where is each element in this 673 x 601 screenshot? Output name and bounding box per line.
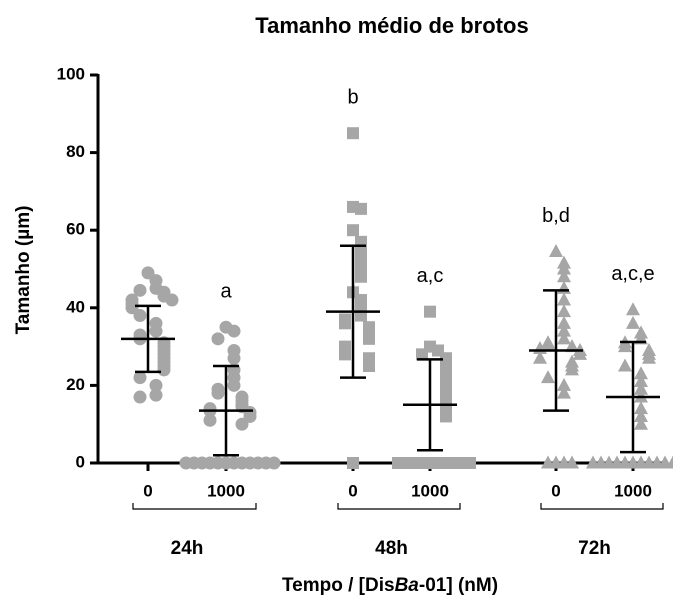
- annotation: b,d: [542, 205, 570, 227]
- data-point: [203, 413, 217, 427]
- group-bracket: [540, 503, 664, 510]
- data-point: [586, 455, 600, 469]
- data-point: [634, 416, 648, 430]
- data-point: [618, 339, 632, 353]
- data-point: [440, 410, 452, 423]
- x-label-part: Ba: [395, 575, 420, 596]
- data-point: [149, 324, 163, 338]
- data-point: [626, 315, 640, 329]
- annotation: a: [220, 281, 232, 303]
- group-label: 72h: [578, 538, 611, 559]
- data-point: [211, 332, 225, 346]
- data-point: [347, 224, 359, 237]
- x-axis-label: Tempo / [DisBa-01] (nM): [282, 575, 498, 596]
- data-point: [165, 293, 179, 307]
- data-point: [634, 381, 648, 395]
- data-point: [157, 363, 171, 377]
- y-tick-label: 60: [66, 220, 85, 239]
- group-label: 48h: [375, 538, 408, 559]
- y-tick-label: 80: [66, 142, 85, 161]
- x-tick-label: 1000: [411, 481, 449, 500]
- data-point: [133, 309, 147, 323]
- data-point: [666, 455, 673, 469]
- y-tick-label: 40: [66, 297, 85, 316]
- data-point: [339, 348, 351, 361]
- data-point: [634, 374, 648, 388]
- data-point: [565, 455, 579, 469]
- group-label: 24h: [171, 538, 204, 559]
- data-point: [541, 370, 555, 384]
- y-tick-label: 100: [57, 64, 85, 83]
- data-point: [149, 388, 163, 402]
- data-point: [618, 358, 632, 372]
- data-point: [557, 331, 571, 345]
- data-point: [347, 127, 359, 140]
- data-point: [464, 457, 476, 469]
- data-point: [557, 315, 571, 329]
- y-tick-label: 20: [66, 375, 85, 394]
- data-point: [416, 348, 428, 361]
- data-point: [355, 247, 367, 260]
- data-point: [339, 317, 351, 330]
- data-point: [565, 362, 579, 376]
- y-tick-label: 0: [76, 452, 85, 471]
- data-point: [227, 324, 241, 338]
- data-point: [557, 304, 571, 318]
- data-point: [634, 401, 648, 415]
- data-point: [149, 378, 163, 392]
- data-point: [211, 386, 225, 400]
- group-bracket: [132, 503, 257, 510]
- data-point: [557, 269, 571, 283]
- data-point: [565, 339, 579, 353]
- annotation: a,c: [417, 265, 444, 287]
- data-point: [243, 409, 257, 423]
- y-axis-label: Tamanho (µm): [13, 206, 34, 335]
- data-point: [541, 455, 555, 469]
- chart-title: Tamanho médio de brotos: [255, 13, 528, 38]
- group-bracket: [337, 503, 461, 510]
- data-point: [557, 292, 571, 306]
- data-point: [626, 302, 640, 316]
- x-tick-label: 0: [348, 481, 357, 500]
- data-point: [133, 283, 147, 297]
- data-point: [355, 259, 367, 272]
- data-point: [227, 378, 241, 392]
- annotation: b: [347, 87, 358, 109]
- data-point: [549, 244, 563, 258]
- data-point: [125, 301, 139, 315]
- data-point: [634, 366, 648, 380]
- data-point: [227, 351, 241, 365]
- x-tick-label: 0: [551, 481, 560, 500]
- data-point: [557, 377, 571, 391]
- x-tick-label: 1000: [207, 481, 245, 500]
- data-point: [133, 371, 147, 385]
- data-point: [363, 332, 375, 345]
- data-point: [355, 270, 367, 283]
- data-point: [235, 417, 249, 431]
- data-point: [541, 337, 555, 351]
- data-point: [179, 456, 193, 470]
- data-point: [424, 305, 436, 318]
- data-point: [642, 350, 656, 364]
- data-point: [533, 350, 547, 364]
- data-point: [634, 408, 648, 422]
- data-point: [267, 456, 281, 470]
- x-label-part: -01] (nM): [419, 575, 498, 596]
- data-point: [557, 280, 571, 294]
- data-point: [141, 266, 155, 280]
- annotation: a,c,e: [611, 263, 654, 285]
- x-tick-label: 1000: [614, 481, 652, 500]
- data-point: [557, 323, 571, 337]
- data-point: [355, 202, 367, 215]
- data-point: [573, 346, 587, 360]
- x-label-part: Tempo / [Dis: [282, 575, 395, 596]
- data-point: [392, 457, 404, 469]
- data-point: [557, 385, 571, 399]
- x-tick-label: 0: [143, 481, 152, 500]
- data-point: [557, 261, 571, 275]
- data-point: [347, 457, 359, 469]
- data-point: [133, 390, 147, 404]
- data-point: [363, 360, 375, 372]
